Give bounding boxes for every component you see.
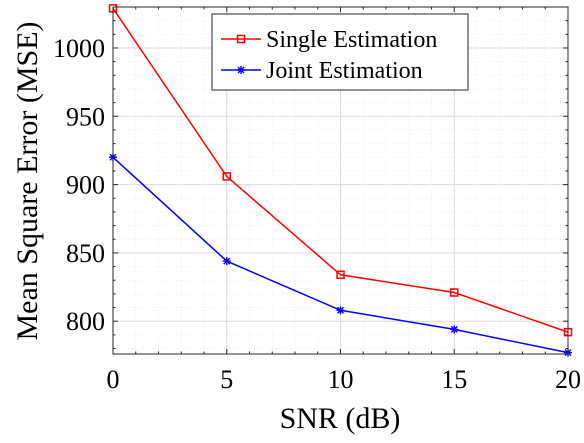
legend-marker bbox=[236, 34, 246, 44]
x-tick-label: 0 bbox=[107, 365, 120, 394]
y-tick-label: 950 bbox=[66, 102, 105, 131]
y-tick-label: 850 bbox=[66, 239, 105, 268]
y-tick-label: 1000 bbox=[53, 34, 105, 63]
series-layer bbox=[108, 4, 573, 357]
x-tick-label: 20 bbox=[555, 365, 581, 394]
ticks: 800 850 900 950 1000 0 5 10 15 20 bbox=[53, 6, 581, 394]
legend-item-joint-estimation: Joint Estimation bbox=[221, 58, 423, 84]
legend-box bbox=[211, 13, 469, 91]
legend-label: Single Estimation bbox=[266, 27, 437, 53]
x-tick-label: 10 bbox=[328, 365, 354, 394]
data-point-joint-estimation bbox=[336, 306, 345, 315]
legend-marker bbox=[237, 66, 245, 74]
x-tick-label: 5 bbox=[220, 365, 233, 394]
data-point-single-estimation bbox=[450, 288, 459, 297]
y-tick-label: 900 bbox=[66, 171, 105, 200]
x-tick-label: 15 bbox=[441, 365, 467, 394]
data-point-single-estimation bbox=[336, 270, 345, 280]
series-line-single-estimation bbox=[112, 7, 569, 333]
y-tick-label: 800 bbox=[66, 307, 105, 336]
legend: Single Estimation Joint Estimation bbox=[211, 13, 469, 91]
data-point-joint-estimation bbox=[222, 257, 231, 266]
data-point-single-estimation bbox=[222, 172, 231, 181]
y-axis-title: Mean Square Error (MSE) bbox=[11, 21, 44, 340]
legend-item-single-estimation: Single Estimation bbox=[221, 27, 437, 53]
x-axis-title: SNR (dB) bbox=[280, 402, 401, 435]
legend-label: Joint Estimation bbox=[266, 58, 423, 84]
data-point-joint-estimation bbox=[450, 325, 459, 334]
